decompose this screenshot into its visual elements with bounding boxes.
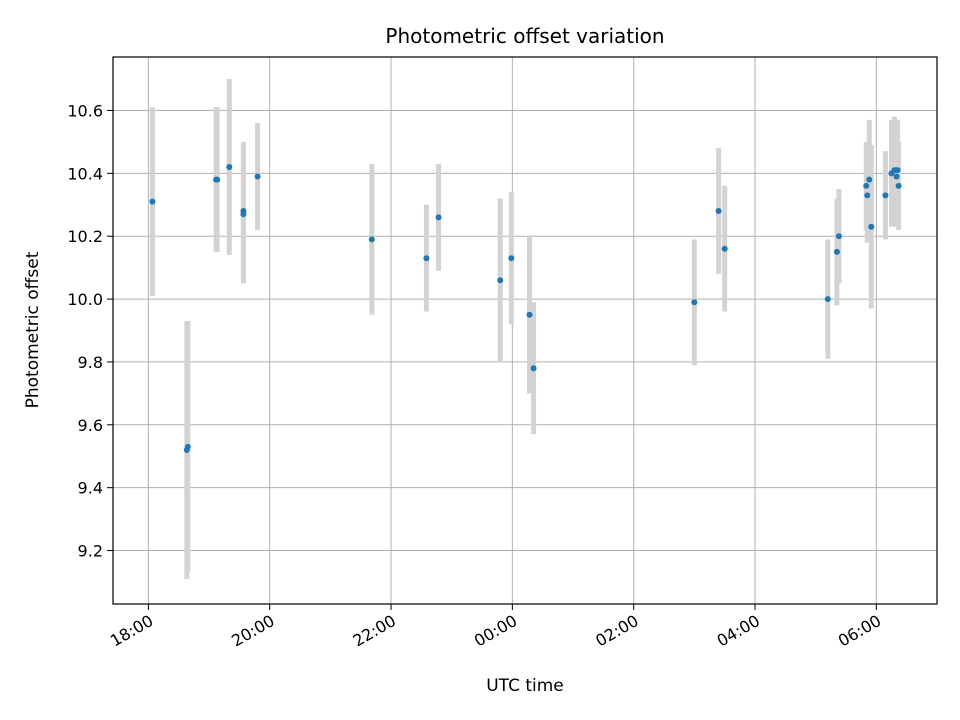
y-tick-label: 10.4 [67,164,103,183]
data-point [824,296,831,303]
data-point [715,208,722,215]
data-point [497,277,504,284]
data-point [835,233,842,240]
data-point [214,176,221,183]
data-point [894,167,901,174]
data-point [882,192,889,199]
y-axis-label: Photometric offset [23,251,43,408]
data-points [149,164,902,453]
data-point [530,365,537,372]
y-tick-label: 9.2 [78,542,103,561]
data-point [868,223,875,230]
plot-frame [112,56,938,605]
y-tick-label: 9.6 [78,416,103,435]
data-point [254,173,261,180]
data-point [226,164,233,171]
data-point [864,192,871,199]
data-point [368,236,375,243]
y-axis-ticks: 9.2 9.4 9.6 9.8 10.0 10.2 10.4 10.6 [67,101,113,561]
chart-title: Photometric offset variation [385,24,664,48]
data-point [184,443,191,450]
data-point [833,248,840,255]
data-point [721,245,728,252]
data-point [863,182,870,189]
data-point [508,255,515,262]
data-point [895,182,902,189]
data-point [893,173,900,180]
data-point [526,311,533,318]
data-point [149,198,156,205]
data-point [866,176,873,183]
y-tick-label: 10.0 [67,290,103,309]
y-tick-label: 9.8 [78,353,103,372]
y-tick-label: 9.4 [78,479,103,498]
grid [113,57,937,604]
x-axis-label: UTC time [486,676,564,696]
y-tick-label: 10.6 [67,101,103,120]
data-point [691,299,698,306]
data-point [423,255,430,262]
data-point [435,214,442,221]
data-point [240,208,247,215]
y-tick-label: 10.2 [67,227,103,246]
